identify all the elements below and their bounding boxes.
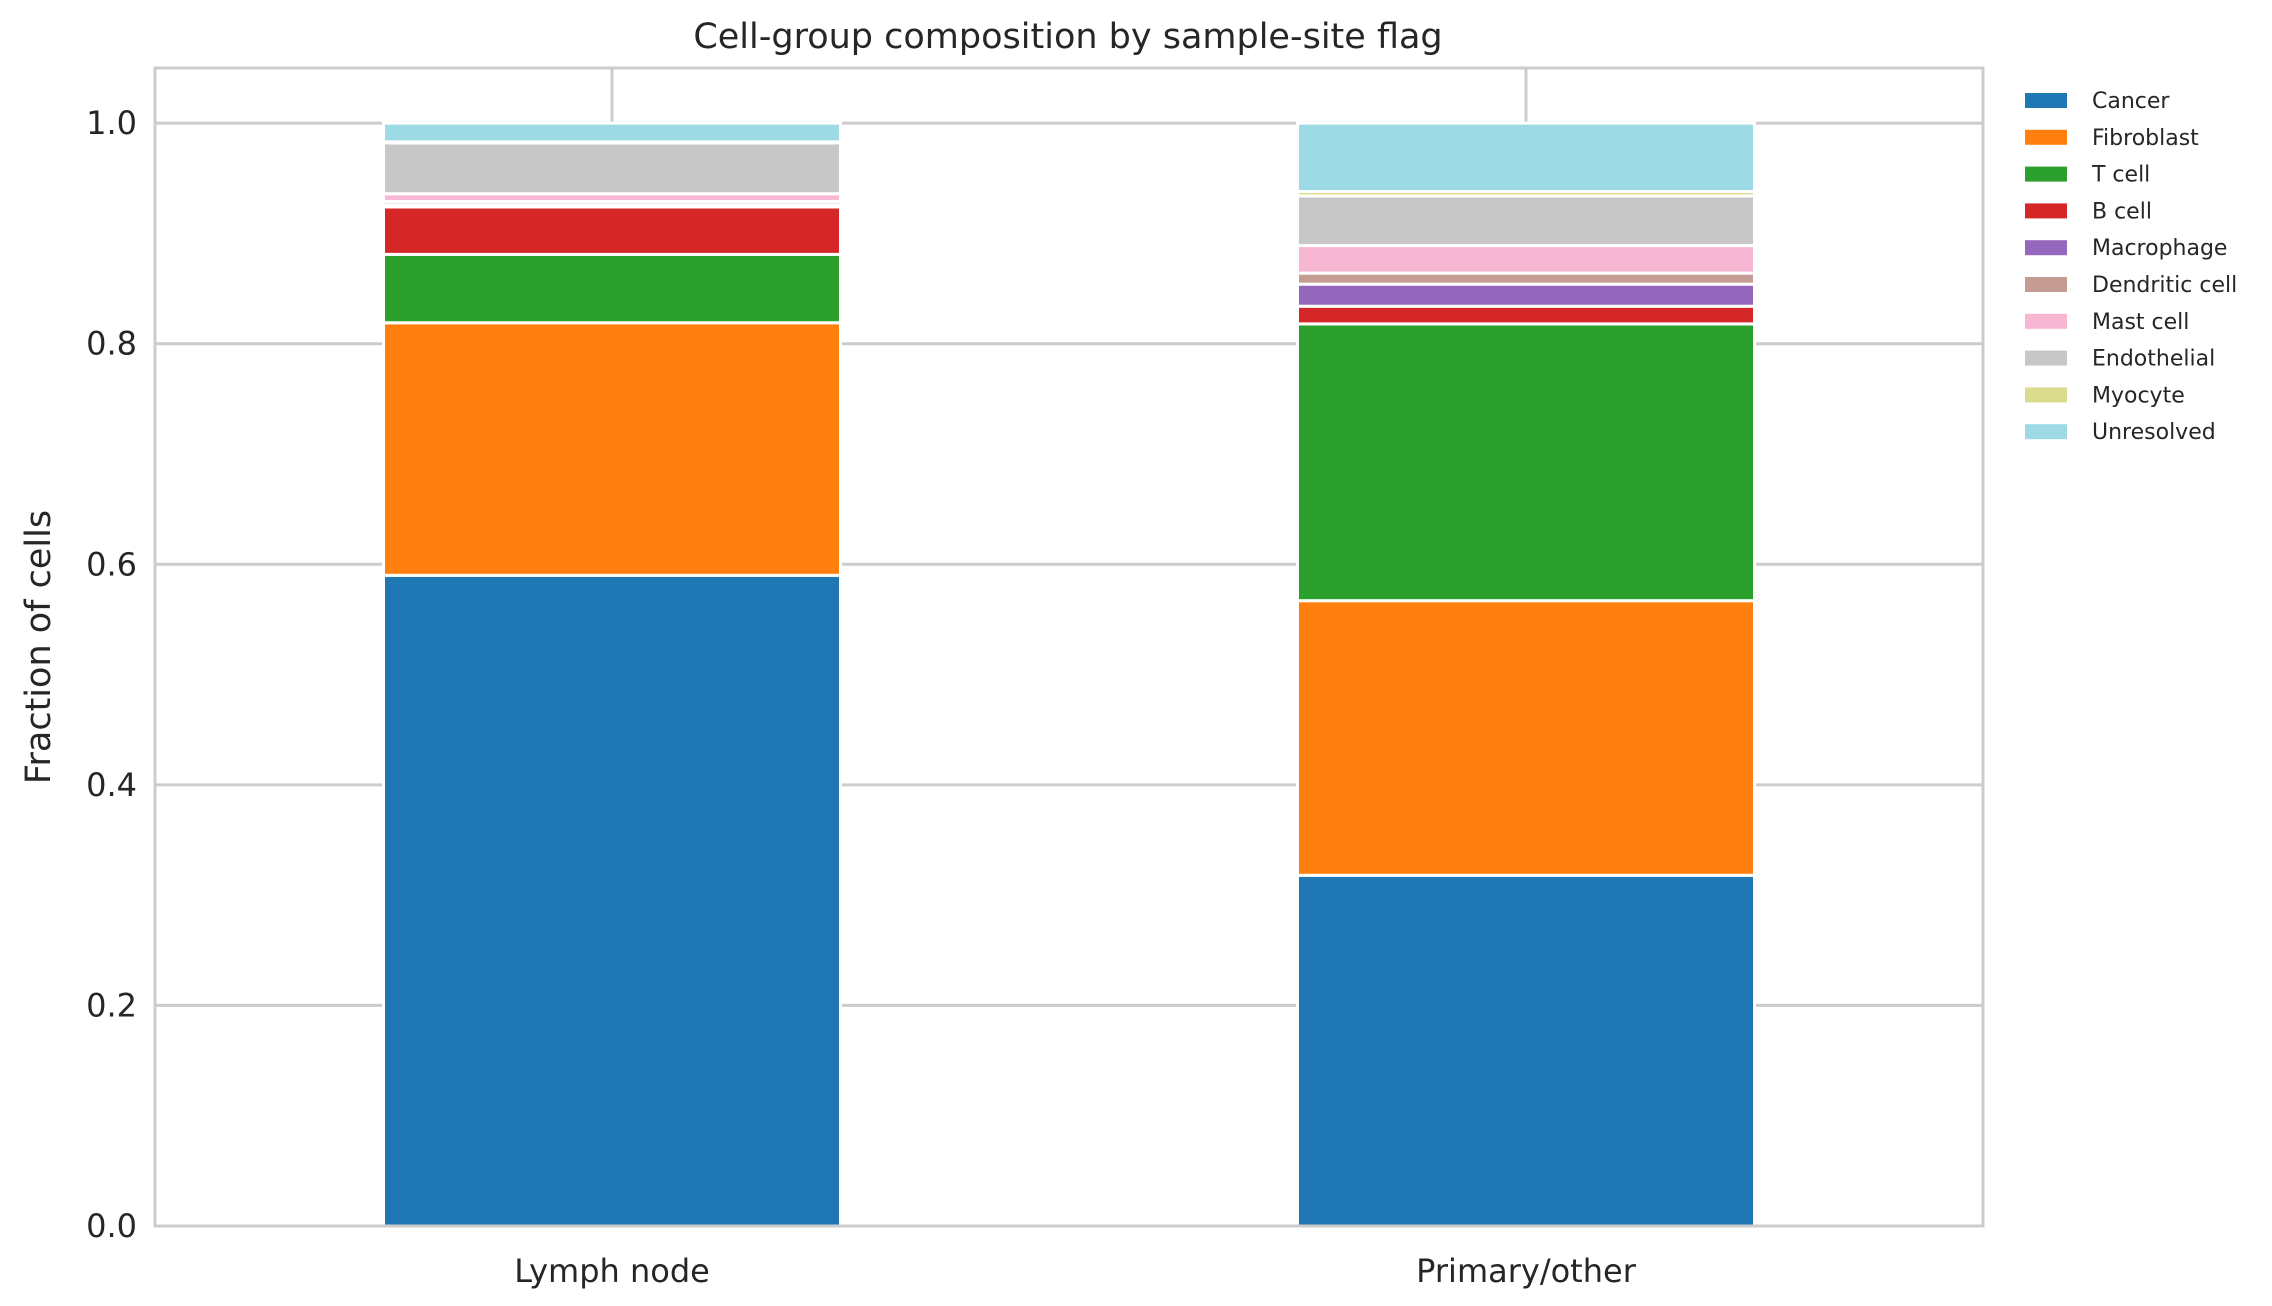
bar-segment: [1296, 244, 1756, 275]
bar-segment: [1296, 599, 1756, 877]
y-tick-label: 0.8: [86, 325, 137, 363]
legend-swatch: [2025, 93, 2067, 108]
y-tick-label: 0.6: [86, 545, 137, 583]
legend-swatch: [2025, 387, 2067, 403]
bar-segment: [1296, 271, 1756, 286]
bar-segment: [1296, 121, 1756, 194]
bar-segment: [1296, 194, 1756, 248]
chart-title: Cell-group composition by sample-site fl…: [693, 17, 1442, 57]
legend-label: T cell: [2091, 163, 2150, 188]
y-tick-label: 0.4: [86, 766, 137, 804]
legend-swatch: [2025, 313, 2067, 329]
x-tick-label: Lymph node: [514, 1252, 710, 1290]
legend-label: Endothelial: [2092, 347, 2215, 372]
bar-segment: [382, 121, 842, 144]
legend-swatch: [2025, 240, 2067, 256]
bar-segment: [382, 141, 842, 196]
legend-swatch: [2025, 129, 2067, 145]
legend-label: Unresolved: [2092, 420, 2216, 445]
y-tick-label: 0.2: [86, 986, 137, 1024]
bars: [382, 121, 1756, 1228]
legend-label: Myocyte: [2092, 383, 2185, 408]
legend-label: Macrophage: [2092, 236, 2227, 261]
legend-swatch: [2025, 277, 2067, 292]
bar-segment: [382, 573, 842, 1228]
legend-label: Dendritic cell: [2092, 273, 2237, 298]
bar-segment: [382, 205, 842, 256]
legend-label: Cancer: [2092, 89, 2170, 114]
y-axis-label: Fraction of cells: [19, 510, 59, 784]
bar-segment: [382, 252, 842, 325]
bar-segment: [1296, 322, 1756, 603]
legend: Cancer Fibroblast T cell B cell Macrophage De…: [2025, 89, 2237, 445]
bar-segment: [382, 321, 842, 577]
legend-label: Mast cell: [2092, 310, 2189, 335]
legend-label: B cell: [2092, 199, 2152, 224]
legend-swatch: [2025, 203, 2067, 219]
y-tick-label: 1.0: [86, 104, 137, 142]
plot-frame: [153, 66, 1985, 1228]
bar-segment: [1296, 282, 1756, 308]
legend-label: Fibroblast: [2092, 126, 2199, 151]
legend-swatch: [2025, 166, 2067, 182]
tick-labels: 0.0 0.2 0.4 0.6 0.8 1.0 Lymph node Primary/othe…: [86, 104, 1637, 1290]
bar-segment: [1296, 304, 1756, 326]
y-tick-label: 0.0: [86, 1207, 137, 1245]
legend-swatch: [2025, 350, 2067, 366]
bar-segment: [1296, 873, 1756, 1228]
x-tick-label: Primary/other: [1416, 1252, 1637, 1290]
legend-swatch: [2025, 424, 2067, 440]
